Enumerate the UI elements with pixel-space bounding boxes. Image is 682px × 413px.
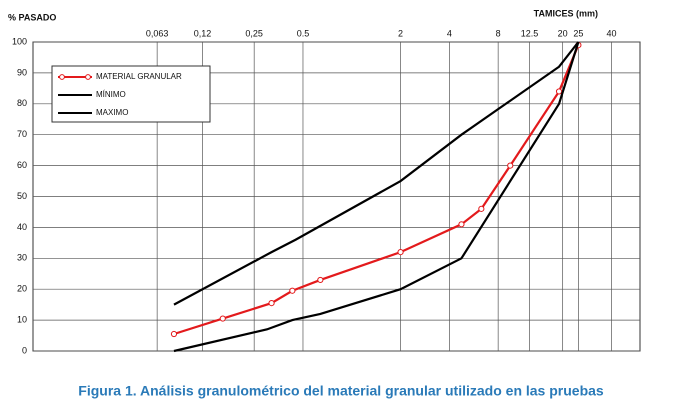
legend-label: MATERIAL GRANULAR	[96, 72, 182, 81]
y-tick-label: 20	[17, 284, 27, 294]
series-line	[173, 41, 580, 306]
legend-label: MÍNIMO	[96, 90, 126, 99]
x-tick-label: 8	[496, 28, 501, 38]
point	[170, 330, 178, 338]
x-tick-label: 20	[558, 28, 568, 38]
point	[478, 205, 485, 212]
x-axis-title: TAMICES (mm)	[534, 8, 598, 18]
x-tick-label: 2	[398, 28, 403, 38]
point	[317, 276, 324, 284]
point	[555, 88, 563, 95]
x-tick-label: 0,25	[245, 28, 263, 38]
point	[458, 221, 465, 228]
y-tick-label: 40	[17, 222, 27, 232]
x-tick-label: 4	[447, 28, 452, 38]
y-tick-label: 100	[12, 36, 27, 46]
x-tick-label: 12.5	[521, 28, 539, 38]
point	[289, 287, 296, 294]
legend-marker	[85, 74, 91, 80]
legend-marker	[59, 74, 65, 80]
legend-label: MAXIMO	[96, 108, 128, 117]
y-tick-label: 0	[22, 345, 27, 355]
point	[397, 249, 404, 256]
x-tick-label: 0,063	[146, 28, 169, 38]
y-tick-label: 80	[17, 98, 27, 108]
x-tick-label: 0,12	[194, 28, 212, 38]
y-tick-label: 70	[17, 129, 27, 139]
x-tick-label: 0.5	[297, 28, 310, 38]
x-tick-label: 25	[573, 28, 583, 38]
y-tick-label: 90	[17, 67, 27, 77]
caption: Figura 1. Análisis granulométrico del ma…	[78, 383, 604, 399]
y-tick-label: 10	[17, 314, 27, 324]
y-tick-label: 50	[17, 191, 27, 201]
point	[219, 315, 226, 322]
y-tick-label: 60	[17, 160, 27, 170]
series-line	[173, 44, 580, 336]
series-line	[173, 41, 580, 353]
point	[268, 300, 275, 307]
y-axis-title: % PASADO	[8, 12, 56, 22]
x-tick-label: 40	[606, 28, 616, 38]
point	[507, 162, 514, 169]
y-tick-label: 30	[17, 253, 27, 263]
